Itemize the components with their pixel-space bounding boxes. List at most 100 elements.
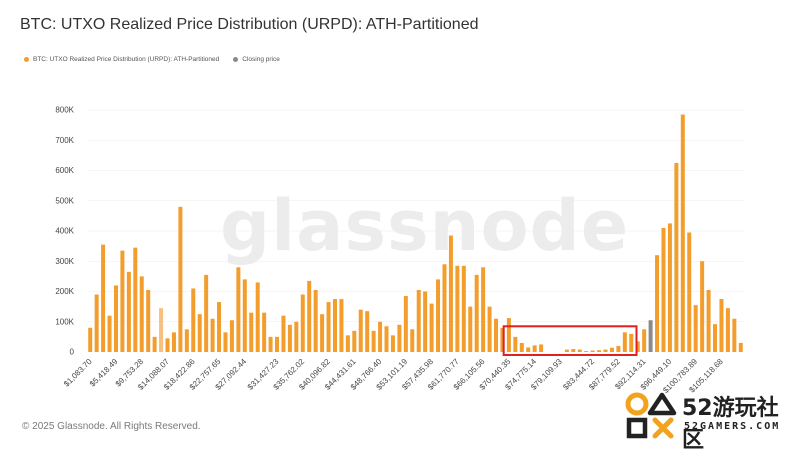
data-bar — [113, 285, 118, 352]
y-tick-label: 500K — [55, 196, 74, 205]
data-bar — [326, 302, 331, 352]
data-bar — [468, 306, 473, 352]
data-bar — [423, 291, 428, 352]
data-bar — [461, 265, 466, 352]
data-bar — [442, 264, 447, 352]
data-bar — [693, 305, 698, 352]
data-bar — [332, 299, 337, 352]
data-bar — [532, 345, 537, 352]
data-bar — [519, 342, 524, 352]
data-bar — [571, 348, 576, 352]
data-bar — [738, 342, 743, 352]
data-bar — [152, 336, 157, 352]
data-bar — [597, 350, 602, 352]
data-bar — [345, 335, 350, 352]
data-bar — [494, 318, 499, 352]
data-bar — [352, 330, 357, 352]
data-bar — [178, 206, 183, 352]
data-bar — [448, 235, 453, 352]
y-tick-label: 0 — [70, 348, 75, 357]
data-bar — [365, 311, 370, 352]
data-bar — [713, 324, 718, 352]
data-bar — [474, 274, 479, 352]
y-tick-label: 200K — [55, 287, 74, 296]
data-bar — [397, 324, 402, 352]
data-bar — [661, 227, 666, 352]
data-bar — [126, 271, 131, 352]
data-bar — [500, 327, 505, 352]
data-bar — [487, 306, 492, 352]
data-bar — [268, 336, 273, 352]
data-bar — [378, 321, 383, 352]
data-bar — [680, 114, 685, 352]
data-bar — [674, 162, 679, 352]
data-bar — [249, 312, 254, 352]
data-bar — [339, 299, 344, 352]
data-bar — [455, 265, 460, 352]
data-bar — [732, 318, 737, 352]
data-bar — [159, 308, 164, 352]
data-bar — [146, 289, 151, 352]
y-tick-label: 600K — [55, 166, 74, 175]
data-bar — [210, 318, 215, 352]
data-bar — [719, 299, 724, 352]
copyright-footer: © 2025 Glassnode. All Rights Reserved. — [22, 421, 201, 432]
data-bar — [107, 315, 112, 352]
data-bar — [584, 351, 589, 352]
data-bar — [197, 314, 202, 352]
data-bar — [287, 324, 292, 352]
data-bar — [577, 349, 582, 352]
data-bar — [275, 336, 280, 352]
closing-price-bar — [648, 320, 653, 352]
data-bar — [390, 335, 395, 352]
data-bar — [171, 332, 176, 352]
site-logo: 52游玩社区 52GAMERS.COM — [618, 388, 798, 453]
y-tick-label: 400K — [55, 227, 74, 236]
legend-item-urpd[interactable]: BTC: UTXO Realized Price Distribution (U… — [24, 56, 219, 63]
legend-dot-orange-icon — [24, 57, 29, 62]
highlight-box — [502, 325, 638, 357]
data-bar — [204, 274, 209, 352]
legend-item-closing-price[interactable]: Closing price — [233, 56, 280, 63]
data-bar — [94, 294, 99, 352]
data-bar — [255, 282, 260, 352]
legend-dot-gray-icon — [233, 57, 239, 62]
data-bar — [481, 267, 486, 352]
data-bar — [513, 336, 518, 352]
data-bar — [564, 349, 569, 352]
gamepad-symbols-icon — [625, 392, 677, 439]
data-bar — [184, 329, 189, 352]
data-bar — [506, 318, 511, 352]
data-bar — [139, 276, 144, 352]
data-bar — [635, 341, 640, 352]
y-tick-label: 700K — [55, 136, 74, 145]
data-bar — [217, 302, 222, 352]
chart-title: BTC: UTXO Realized Price Distribution (U… — [20, 16, 479, 33]
y-tick-label: 300K — [55, 257, 74, 266]
data-bar — [281, 315, 286, 352]
legend-label-closing-price: Closing price — [242, 56, 280, 63]
data-bar — [539, 344, 544, 352]
data-bar — [410, 329, 415, 352]
data-bar — [526, 347, 531, 352]
data-bar — [101, 244, 106, 352]
data-bar — [88, 327, 93, 352]
data-bar — [384, 326, 389, 352]
data-bar — [616, 345, 621, 352]
data-bar — [629, 333, 634, 352]
data-bar — [655, 255, 660, 352]
logo-sub-text: 52GAMERS.COM — [684, 421, 781, 432]
data-bar — [165, 338, 170, 352]
data-bar — [236, 267, 241, 352]
glassnode-watermark: glassnode — [220, 185, 630, 267]
data-bar — [622, 332, 627, 352]
data-bar — [262, 312, 267, 352]
data-bar — [403, 296, 408, 352]
data-bar — [603, 349, 608, 352]
data-bar — [371, 330, 376, 352]
logo-main-text: 52游玩社区 — [682, 396, 779, 453]
data-bar — [687, 232, 692, 352]
data-bar — [223, 332, 228, 352]
data-bar — [590, 350, 595, 352]
